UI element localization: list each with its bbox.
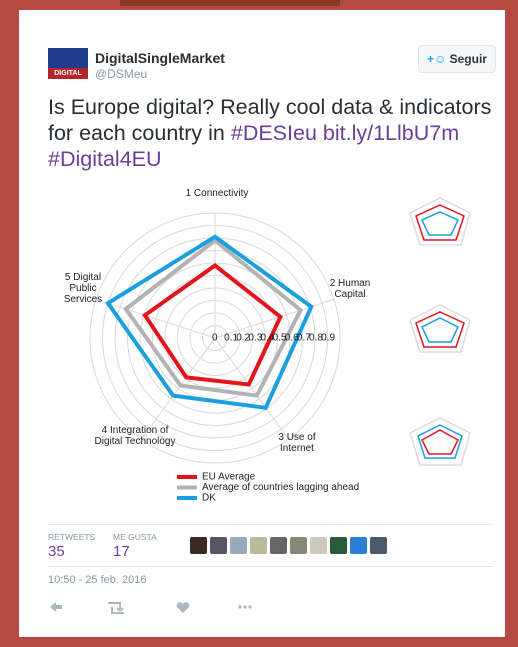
more-icon[interactable] [238, 605, 251, 608]
liker-avatar[interactable] [370, 537, 387, 554]
legend-label: DK [202, 493, 216, 504]
legend-label: Average of countries lagging ahead [202, 482, 359, 493]
retweets-label: RETWEETS [48, 532, 95, 542]
divider [48, 524, 493, 525]
liker-avatar[interactable] [190, 537, 207, 554]
liker-avatar[interactable] [330, 537, 347, 554]
liker-avatar[interactable] [210, 537, 227, 554]
tick-label: 0 [212, 333, 218, 344]
axis-label: 5 Digital Public Services [53, 272, 113, 305]
likes-label: ME GUSTA [113, 532, 157, 542]
legend-label: EU Average [202, 472, 256, 483]
retweets-count[interactable]: 35 [48, 543, 65, 560]
liker-avatar[interactable] [350, 537, 367, 554]
timestamp[interactable]: 10:50 - 25 feb. 2016 [48, 574, 146, 586]
retweet-icon[interactable] [108, 603, 124, 613]
like-icon[interactable] [177, 602, 190, 613]
actions [40, 595, 280, 619]
axis-label: 3 Use of Internet [267, 432, 327, 454]
thumbnails [410, 198, 470, 465]
reply-icon[interactable] [50, 602, 62, 612]
axis-label: 4 Integration of Digital Technology [90, 425, 180, 447]
liker-avatar[interactable] [310, 537, 327, 554]
tick-label: 0.9 [321, 333, 335, 344]
liker-avatar[interactable] [230, 537, 247, 554]
axis-label: 1 Connectivity [172, 188, 262, 199]
liker-avatar[interactable] [250, 537, 267, 554]
liker-avatar[interactable] [290, 537, 307, 554]
divider [48, 566, 493, 567]
likes-count[interactable]: 17 [113, 543, 130, 560]
axis-label: 2 Human Capital [320, 278, 380, 300]
frame: DIGITAL DigitalSingleMarket @DSMeu +☺ Se… [0, 0, 518, 647]
liker-avatar[interactable] [270, 537, 287, 554]
